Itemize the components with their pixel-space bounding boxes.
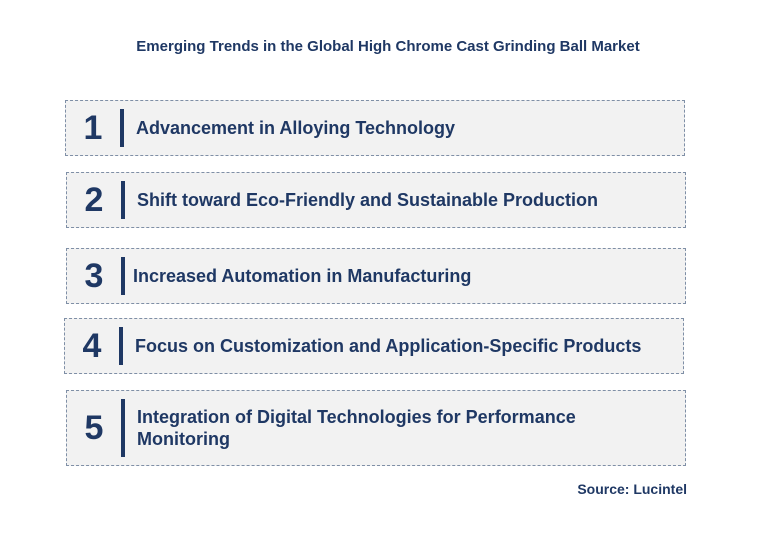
trend-number: 3 <box>84 256 104 295</box>
trend-number: 1 <box>83 108 103 147</box>
trend-number: 4 <box>82 326 102 365</box>
trend-item-5: 5 Integration of Digital Technologies fo… <box>66 390 686 466</box>
trend-divider <box>121 399 125 457</box>
trend-divider <box>119 327 123 365</box>
trend-item-2: 2 Shift toward Eco-Friendly and Sustaina… <box>66 172 686 228</box>
trend-label: Advancement in Alloying Technology <box>136 118 456 138</box>
trend-item-3: 3 Increased Automation in Manufacturing <box>66 248 686 304</box>
trend-item-4: 4 Focus on Customization and Application… <box>64 318 684 374</box>
trend-label: Focus on Customization and Application-S… <box>135 336 642 356</box>
trend-divider <box>120 109 124 147</box>
source-note: Source: Lucintel <box>577 481 687 497</box>
trend-number: 2 <box>84 180 104 219</box>
trend-label: Shift toward Eco-Friendly and Sustainabl… <box>137 190 599 210</box>
trend-label: Increased Automation in Manufacturing <box>133 266 472 286</box>
trend-divider <box>121 181 125 219</box>
page-title: Emerging Trends in the Global High Chrom… <box>136 38 640 55</box>
trend-item-1: 1 Advancement in Alloying Technology <box>65 100 685 156</box>
trend-number: 5 <box>84 408 104 447</box>
trend-divider <box>121 257 125 295</box>
trend-label: Integration of Digital Technologies for … <box>137 407 576 449</box>
